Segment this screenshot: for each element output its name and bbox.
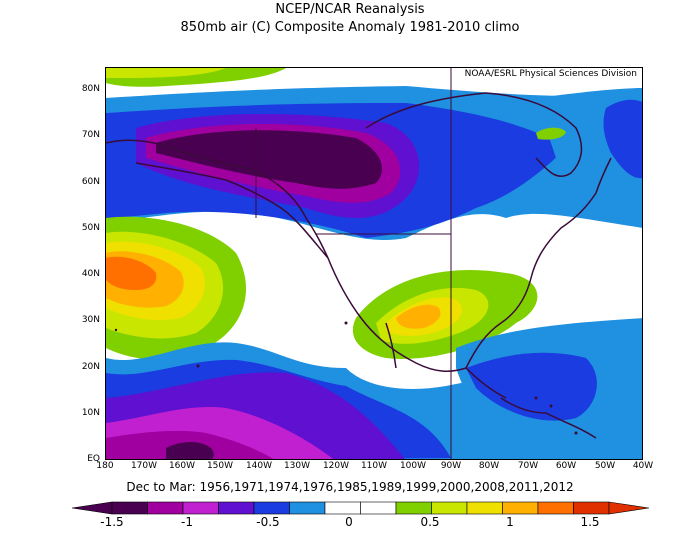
- colorbar-segment: [111, 501, 148, 515]
- lat-label-70n: 70N: [81, 130, 100, 140]
- colorbar-segment: [466, 501, 503, 515]
- colorbar-label-neg0-5: -0.5: [256, 515, 280, 529]
- lat-label-60n: 60N: [81, 177, 100, 187]
- colorbar-segment: [360, 501, 397, 515]
- colorbar-label-0-5: 0.5: [420, 515, 440, 529]
- lon-label-100w: 100W: [399, 461, 427, 471]
- lon-label-110w: 110W: [360, 461, 388, 471]
- lat-label-20n: 20N: [81, 362, 100, 372]
- colorbar-segment: [182, 501, 219, 515]
- colorbar-label-neg1-5: -1.5: [100, 515, 124, 529]
- colorbar-segment: [289, 501, 326, 515]
- colorbar-label-1-5: 1.5: [580, 515, 600, 529]
- lon-label-80w: 80W: [478, 461, 500, 471]
- colorbar-segment: [537, 501, 574, 515]
- colorbar-segment: [253, 501, 290, 515]
- colorbar-segment: [218, 501, 255, 515]
- anomaly-map: NOAA/ESRL Physical Sciences Division: [105, 67, 643, 460]
- lat-label-40n: 40N: [81, 269, 100, 279]
- lon-label-40w: 40W: [632, 461, 654, 471]
- lon-label-180: 180: [96, 461, 114, 471]
- colorbar-label-neg1: -1: [181, 515, 193, 529]
- lon-label-120w: 120W: [322, 461, 350, 471]
- colorbar-right-arrow: [608, 501, 650, 515]
- colorbar-segment: [324, 501, 361, 515]
- composite-years-caption: Dec to Mar: 1956,1971,1974,1976,1985,198…: [126, 480, 574, 494]
- map-subtitle: 850mb air (C) Composite Anomaly 1981-201…: [180, 20, 520, 35]
- colorbar-left-arrow: [71, 501, 113, 515]
- lon-label-130w: 130W: [283, 461, 311, 471]
- colorbar-label-0: 0: [345, 515, 353, 529]
- lon-label-70w: 70W: [517, 461, 539, 471]
- colorbar-segment: [147, 501, 184, 515]
- lon-label-50w: 50W: [594, 461, 616, 471]
- lon-label-160w: 160W: [168, 461, 196, 471]
- lon-label-90w: 90W: [440, 461, 462, 471]
- colorbar-segment: [502, 501, 539, 515]
- lat-label-50n: 50N: [81, 223, 100, 233]
- colorbar-segment: [395, 501, 432, 515]
- lon-label-60w: 60W: [555, 461, 577, 471]
- lat-label-eq: EQ: [87, 454, 100, 464]
- lon-label-150w: 150W: [206, 461, 234, 471]
- lat-label-80n: 80N: [81, 84, 100, 94]
- colorbar-segment: [573, 501, 610, 515]
- lat-label-10n: 10N: [81, 408, 100, 418]
- map-title: NCEP/NCAR Reanalysis: [275, 2, 425, 17]
- anomaly-map-canvas: [106, 68, 642, 459]
- colorbar-label-1: 1: [506, 515, 514, 529]
- credit-label: NOAA/ESRL Physical Sciences Division: [463, 69, 638, 79]
- lon-label-170w: 170W: [130, 461, 158, 471]
- lon-label-140w: 140W: [245, 461, 273, 471]
- colorbar-segment: [431, 501, 468, 515]
- lat-label-30n: 30N: [81, 315, 100, 325]
